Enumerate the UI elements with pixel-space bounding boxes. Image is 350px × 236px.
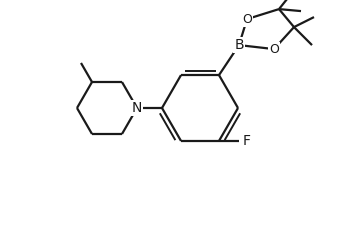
Text: O: O: [269, 42, 279, 56]
Text: F: F: [243, 134, 251, 148]
Text: B: B: [234, 38, 244, 52]
Text: O: O: [242, 13, 252, 25]
Text: N: N: [132, 101, 142, 115]
